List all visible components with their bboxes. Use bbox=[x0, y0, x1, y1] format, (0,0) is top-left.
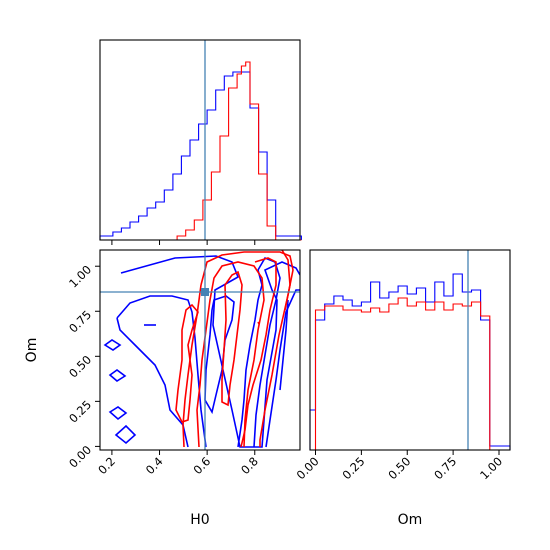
blue-contour-mid bbox=[116, 295, 207, 448]
red-contour-core bbox=[221, 270, 243, 407]
blue-island-3 bbox=[108, 406, 128, 421]
Om-marginal-histogram-blue bbox=[309, 273, 511, 450]
joint-truth-marker bbox=[201, 288, 209, 296]
blue-island-1 bbox=[103, 339, 122, 351]
y-tick-label: 1.00 bbox=[66, 262, 94, 290]
red-dot bbox=[257, 321, 260, 325]
blue-contour-outer bbox=[120, 255, 300, 448]
red-contour-mid bbox=[196, 261, 265, 448]
x-axis-label-h0: H0 bbox=[190, 512, 209, 528]
blue-island-2 bbox=[108, 369, 127, 382]
x-tick-label: 0.4 bbox=[143, 454, 166, 477]
Om-marginal-histogram-red bbox=[310, 297, 510, 451]
y-axis-label-om: Om bbox=[24, 338, 40, 363]
h0-marginal-panel bbox=[99, 39, 302, 245]
x-tick-label: 0.8 bbox=[238, 454, 261, 477]
blue-contour-right-2 bbox=[253, 257, 281, 448]
joint-frame bbox=[99, 249, 301, 451]
red-contour-right-edge bbox=[281, 250, 291, 311]
H0-marginal-histogram-red bbox=[100, 61, 302, 241]
red-contour-left bbox=[175, 303, 199, 423]
h0-marginal-frame bbox=[99, 39, 301, 241]
x-tick-label: 0.50 bbox=[385, 454, 413, 482]
y-tick-label: 0.50 bbox=[66, 353, 94, 381]
blue-contour-center bbox=[204, 295, 235, 415]
H0-marginal-histogram-blue bbox=[99, 71, 302, 240]
red-contour-inner bbox=[240, 257, 277, 448]
y-tick-label: 0.00 bbox=[66, 443, 94, 471]
red-contours bbox=[175, 250, 294, 448]
blue-edge-right bbox=[279, 299, 289, 391]
x-tick-label: 0.00 bbox=[294, 454, 322, 482]
x-tick-label: 0.25 bbox=[339, 454, 367, 482]
x-tick-label: 1.00 bbox=[477, 454, 505, 482]
om-marginal-panel: 0.00 0.25 0.50 0.75 1.00 Om bbox=[294, 249, 511, 528]
x-tick-label: 0.6 bbox=[190, 454, 213, 477]
x-axis-label-om: Om bbox=[398, 512, 423, 528]
blue-contours bbox=[103, 255, 300, 448]
blue-island-4 bbox=[114, 424, 137, 445]
om-marginal-frame bbox=[309, 249, 511, 451]
x-tick-label: 0.2 bbox=[95, 454, 118, 477]
blue-contour-inner-1 bbox=[116, 317, 189, 448]
joint-contour-panel: 0.2 0.4 0.6 0.8 0.00 0.25 0.50 0.75 1.00 H0 Om bbox=[24, 249, 301, 528]
blue-contour-right-1 bbox=[237, 269, 263, 448]
y-tick-label: 0.25 bbox=[66, 398, 94, 426]
y-tick-label: 0.75 bbox=[66, 307, 94, 335]
x-tick-label: 0.75 bbox=[431, 454, 459, 482]
